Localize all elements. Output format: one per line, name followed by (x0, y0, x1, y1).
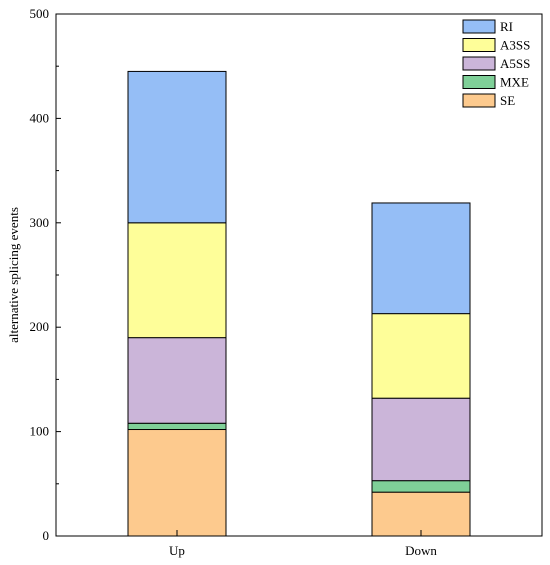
legend-swatch-ri (462, 19, 496, 34)
bar-a5ss-up (127, 337, 227, 424)
bar-se-up (127, 429, 227, 537)
legend-swatch-mxe (462, 75, 496, 89)
legend-swatch-a3ss (462, 38, 496, 52)
y-tick-label-200: 200 (30, 319, 50, 334)
y-axis: 0 100 200 300 400 500 (30, 6, 61, 543)
y-axis-label: alternative splicing events (6, 207, 21, 343)
bar-ri-down (371, 202, 471, 315)
legend-label-ri: RI (500, 19, 513, 34)
x-axis: Up Down (169, 530, 437, 558)
bar-a3ss-down (371, 313, 471, 399)
legend-label-a5ss: A5SS (500, 56, 530, 71)
bar-a3ss-up (127, 222, 227, 339)
legend-label-se: SE (500, 93, 515, 108)
legend-swatch-a5ss (462, 56, 496, 71)
bar-mxe-down (371, 480, 471, 493)
bars-group (127, 70, 471, 537)
y-tick-label-0: 0 (43, 528, 50, 543)
bar-a5ss-down (371, 397, 471, 482)
legend-label-mxe: MXE (500, 75, 529, 90)
y-tick-label-400: 400 (30, 110, 50, 125)
legend-label-a3ss: A3SS (500, 38, 530, 53)
y-tick-label-500: 500 (30, 6, 50, 21)
x-tick-label-up: Up (169, 543, 185, 558)
y-tick-label-100: 100 (30, 424, 50, 439)
x-tick-label-down: Down (405, 543, 437, 558)
legend: RI A3SS A5SS MXE SE (462, 19, 530, 108)
bar-ri-up (127, 70, 227, 224)
legend-swatch-se (462, 93, 496, 108)
y-tick-label-300: 300 (30, 215, 50, 230)
bar-se-down (371, 491, 471, 537)
bar-mxe-up (127, 422, 227, 431)
